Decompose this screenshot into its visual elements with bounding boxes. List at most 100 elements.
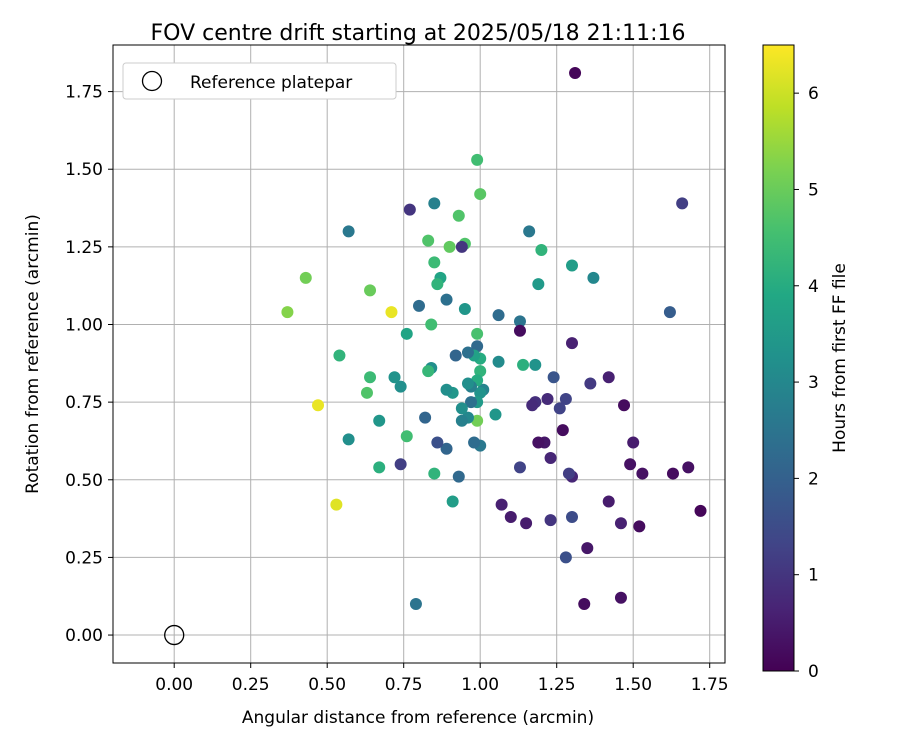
data-point xyxy=(425,318,438,331)
data-point xyxy=(446,495,459,508)
data-point xyxy=(474,386,487,399)
data-point xyxy=(544,452,557,465)
data-point xyxy=(566,259,578,272)
data-point xyxy=(532,278,545,291)
data-point xyxy=(364,371,377,384)
chart-title: FOV centre drift starting at 2025/05/18 … xyxy=(151,21,686,46)
data-point xyxy=(666,467,679,480)
data-point xyxy=(513,461,526,474)
data-point xyxy=(342,433,355,446)
data-point xyxy=(400,430,413,443)
data-point xyxy=(526,399,539,412)
x-axis-label: Angular distance from reference (arcmin) xyxy=(242,708,594,728)
x-tick-label: 0.00 xyxy=(155,675,193,695)
colorbar xyxy=(762,44,795,672)
data-point xyxy=(428,197,441,210)
data-point xyxy=(532,436,545,449)
y-tick-label: 0.00 xyxy=(65,626,103,646)
data-point xyxy=(364,284,377,297)
x-tick-label: 1.00 xyxy=(461,675,499,695)
data-point xyxy=(633,520,646,533)
data-point xyxy=(584,377,597,390)
colorbar-tick-label: 6 xyxy=(808,84,819,104)
data-point xyxy=(544,514,557,527)
data-point xyxy=(455,240,468,253)
data-point xyxy=(471,153,484,166)
data-point xyxy=(566,511,578,524)
data-point xyxy=(513,315,526,328)
data-point xyxy=(471,340,484,353)
data-point xyxy=(419,411,432,424)
data-point xyxy=(452,470,465,483)
data-point xyxy=(663,306,676,319)
data-point xyxy=(428,256,441,269)
data-point xyxy=(449,349,462,362)
data-point xyxy=(559,551,572,564)
data-point xyxy=(394,458,407,471)
plot-frame xyxy=(112,44,726,664)
data-point xyxy=(587,271,600,284)
data-point xyxy=(409,597,422,610)
data-point xyxy=(373,414,386,427)
data-point xyxy=(330,498,343,511)
data-point xyxy=(624,458,637,471)
data-point xyxy=(373,461,386,474)
data-point xyxy=(513,324,526,337)
data-point xyxy=(422,365,435,378)
data-point xyxy=(492,309,505,322)
data-point xyxy=(614,517,627,530)
y-tick-label: 0.50 xyxy=(65,471,103,491)
data-point xyxy=(461,377,474,390)
y-axis-ticks: 0.00 0.25 0.50 0.75 1.00 1.25 1.50 1.75 xyxy=(65,83,113,646)
data-point xyxy=(636,467,649,480)
x-tick-label: 1.75 xyxy=(691,675,729,695)
y-tick-label: 1.25 xyxy=(65,238,103,258)
y-tick-label: 0.75 xyxy=(65,393,103,413)
colorbar-tick-label: 5 xyxy=(808,180,819,200)
x-tick-label: 0.50 xyxy=(308,675,346,695)
data-point xyxy=(581,542,594,555)
colorbar-tick-label: 4 xyxy=(808,277,819,297)
y-tick-label: 1.75 xyxy=(65,83,103,103)
data-point xyxy=(504,511,517,524)
data-point xyxy=(520,517,533,530)
data-point xyxy=(495,498,508,511)
data-points xyxy=(281,66,707,610)
data-point xyxy=(443,240,456,253)
data-point xyxy=(428,467,441,480)
data-point xyxy=(388,371,401,384)
data-point xyxy=(422,234,435,247)
data-point xyxy=(627,436,640,449)
data-point xyxy=(523,225,536,238)
colorbar-tick-label: 3 xyxy=(808,373,819,393)
data-point xyxy=(465,396,478,409)
y-tick-label: 1.00 xyxy=(65,315,103,335)
data-point xyxy=(385,306,398,319)
legend-box xyxy=(122,62,397,100)
colorbar-tick-label: 2 xyxy=(808,469,819,489)
data-point xyxy=(559,393,572,406)
data-point xyxy=(529,358,542,371)
data-point xyxy=(403,203,416,216)
data-point xyxy=(517,358,530,371)
y-tick-label: 1.50 xyxy=(65,160,103,180)
data-point xyxy=(458,302,471,315)
y-tick-label: 0.25 xyxy=(65,548,103,568)
data-point xyxy=(440,383,453,396)
data-point xyxy=(312,399,325,412)
data-point xyxy=(471,327,484,340)
data-point xyxy=(492,355,505,368)
data-point xyxy=(455,414,468,427)
data-point xyxy=(471,414,484,427)
legend-marker xyxy=(141,70,163,92)
data-point xyxy=(556,424,569,437)
data-point xyxy=(431,278,444,291)
data-point xyxy=(676,197,689,210)
colorbar-label: Hours from first FF file xyxy=(830,263,850,453)
data-point xyxy=(474,365,487,378)
x-axis-ticks: 0.00 0.25 0.50 0.75 1.00 1.25 1.50 1.75 xyxy=(155,663,729,695)
grid-lines xyxy=(113,45,725,663)
data-point xyxy=(455,402,468,415)
x-tick-label: 1.50 xyxy=(614,675,652,695)
